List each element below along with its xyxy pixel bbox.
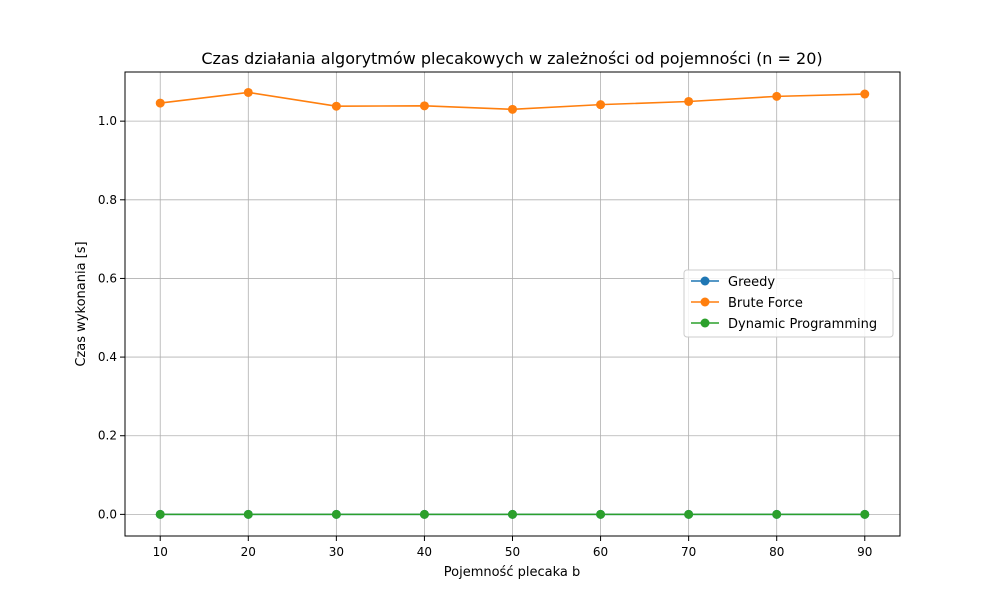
data-point-brute-force xyxy=(772,91,782,101)
x-tick-label: 90 xyxy=(857,545,872,559)
y-tick-label: 1.0 xyxy=(98,114,117,128)
data-point-brute-force xyxy=(155,98,165,108)
series-dynamic-programming xyxy=(155,509,870,519)
data-point-dynamic-programming xyxy=(243,509,253,519)
data-point-dynamic-programming xyxy=(772,509,782,519)
x-tick-label: 60 xyxy=(593,545,608,559)
x-axis-ticks: 10 20 30 40 50 60 70 80 90 xyxy=(153,536,872,559)
legend-item-dynamic-programming: Dynamic Programming xyxy=(691,317,877,332)
y-tick-label: 0.0 xyxy=(98,507,117,521)
y-tick-label: 0.4 xyxy=(98,350,117,364)
data-point-brute-force xyxy=(596,100,606,110)
data-point-dynamic-programming xyxy=(155,509,165,519)
legend: Greedy Brute Force Dynamic Programming xyxy=(683,269,894,338)
legend-label: Dynamic Programming xyxy=(728,317,877,332)
data-point-brute-force xyxy=(419,101,429,111)
y-axis-label: Czas wykonania [s] xyxy=(74,241,89,366)
x-tick-label: 20 xyxy=(241,545,256,559)
legend-marker xyxy=(700,318,710,328)
legend-marker xyxy=(700,276,710,286)
y-axis-ticks: 0.0 0.2 0.4 0.6 0.8 1.0 xyxy=(98,114,125,521)
series-brute-force xyxy=(155,87,870,114)
legend-item-brute-force: Brute Force xyxy=(691,296,803,311)
y-tick-label: 0.6 xyxy=(98,271,117,285)
legend-marker xyxy=(700,297,710,307)
x-tick-label: 40 xyxy=(417,545,432,559)
legend-box xyxy=(683,269,894,338)
legend-label: Brute Force xyxy=(728,296,803,311)
y-tick-label: 0.8 xyxy=(98,193,117,207)
x-axis-label: Pojemność plecaka b xyxy=(444,565,580,580)
x-tick-label: 80 xyxy=(769,545,784,559)
x-tick-label: 10 xyxy=(153,545,168,559)
data-point-dynamic-programming xyxy=(331,509,341,519)
chart-title: Czas działania algorytmów plecakowych w … xyxy=(201,49,822,68)
data-point-dynamic-programming xyxy=(419,509,429,519)
data-point-brute-force xyxy=(860,89,870,99)
series-layer xyxy=(155,87,870,519)
legend-label: Greedy xyxy=(728,275,775,290)
x-tick-label: 30 xyxy=(329,545,344,559)
x-tick-label: 70 xyxy=(681,545,696,559)
data-point-dynamic-programming xyxy=(684,509,694,519)
data-point-brute-force xyxy=(243,87,253,97)
data-point-brute-force xyxy=(684,96,694,106)
data-point-brute-force xyxy=(508,104,517,114)
x-tick-label: 50 xyxy=(505,545,520,559)
data-point-brute-force xyxy=(331,101,341,111)
legend-item-greedy: Greedy xyxy=(691,275,775,290)
y-tick-label: 0.2 xyxy=(98,429,117,443)
data-point-dynamic-programming xyxy=(508,509,517,519)
data-point-dynamic-programming xyxy=(596,509,606,519)
data-point-dynamic-programming xyxy=(860,509,870,519)
